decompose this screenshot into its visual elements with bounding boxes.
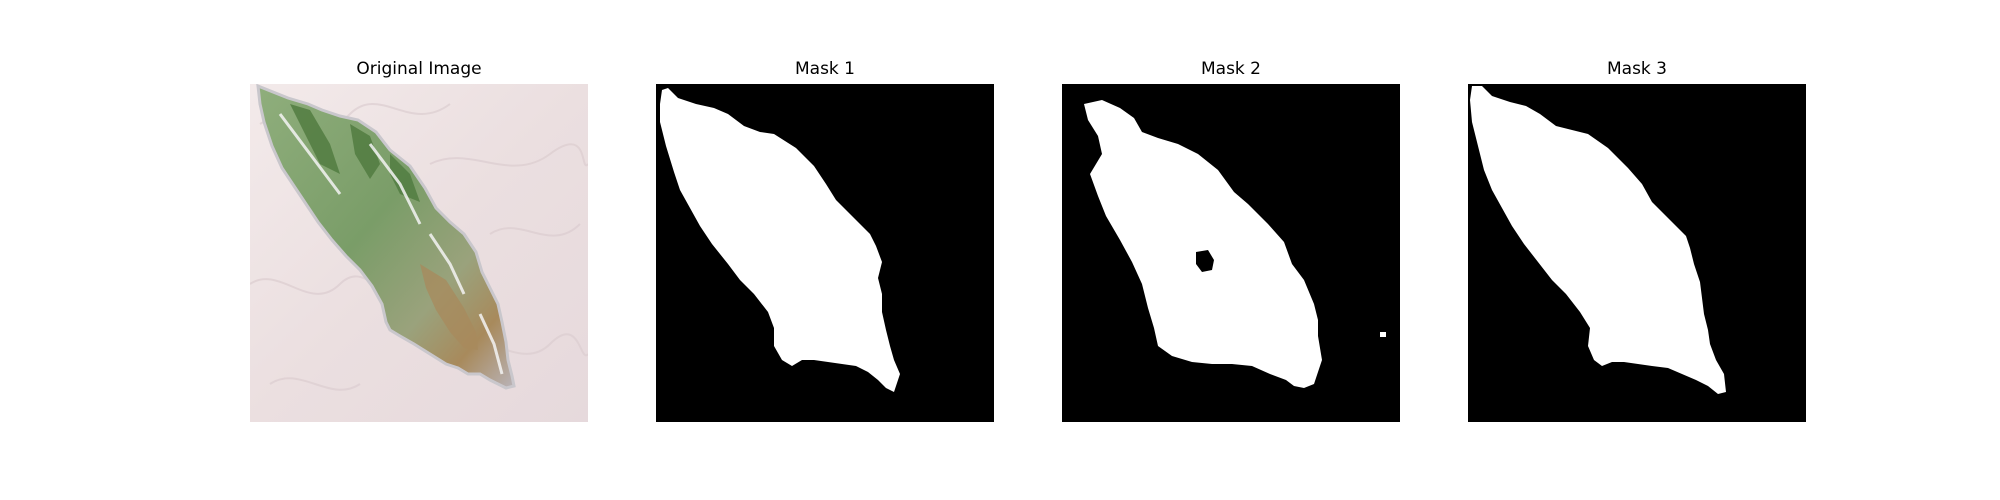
mask-2-speck: [1380, 332, 1386, 337]
leaf-veins: [290, 104, 420, 202]
original-image-panel: [250, 84, 588, 422]
mask-1-region: [660, 88, 900, 392]
leaf-highlights: [278, 113, 504, 375]
mask-1-panel: [656, 84, 994, 422]
mask-2-image: [1062, 84, 1400, 422]
mask-1-image: [656, 84, 994, 422]
panel-title-mask-3: Mask 3: [1606, 59, 1667, 79]
leaf-brown-patch: [420, 264, 478, 350]
mask-2-region: [1084, 100, 1322, 388]
mask-3-panel: [1468, 84, 1806, 422]
panel-title-mask-1: Mask 1: [794, 59, 855, 79]
mask-3-image: [1468, 84, 1806, 422]
mask-3-region: [1470, 86, 1726, 394]
mask-2-panel: [1062, 84, 1400, 422]
panel-title-original-image: Original Image: [356, 59, 482, 79]
panel-title-mask-2: Mask 2: [1200, 59, 1261, 79]
original-image: [250, 84, 588, 422]
